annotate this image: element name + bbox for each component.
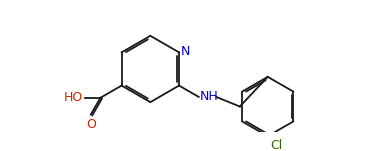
Text: HO: HO [64,91,83,104]
Text: O: O [86,118,96,131]
Text: N: N [181,45,190,58]
Text: Cl: Cl [270,139,283,151]
Text: NH: NH [200,90,218,103]
